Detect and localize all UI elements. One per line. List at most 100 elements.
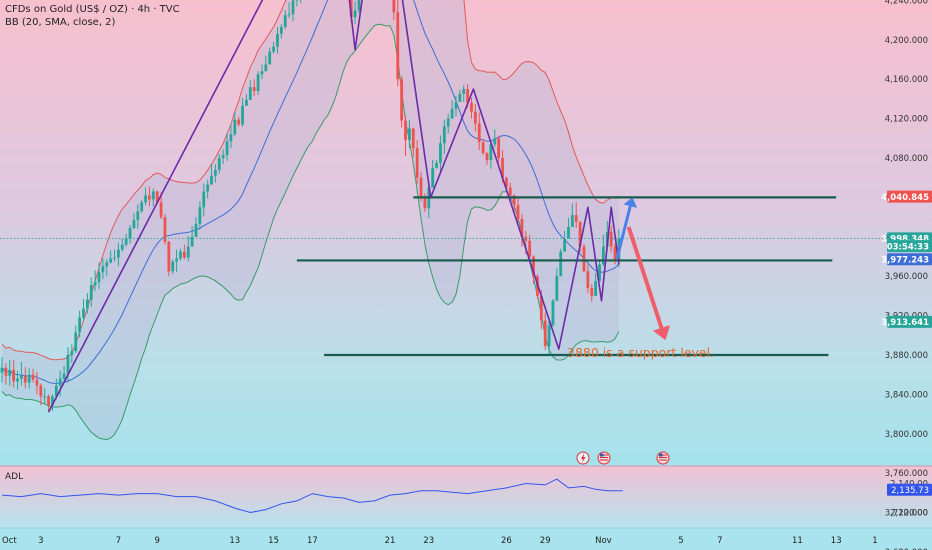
candle-body <box>462 89 466 94</box>
candle-body <box>508 187 512 196</box>
candle <box>89 277 93 307</box>
candle <box>182 244 186 260</box>
y-tick-label: 4,240.000 <box>885 0 928 6</box>
candle <box>140 200 144 214</box>
candle <box>470 97 473 119</box>
candle <box>66 347 70 383</box>
candle-body <box>477 123 481 143</box>
candle <box>411 127 415 158</box>
adl-pane-background <box>0 466 932 528</box>
candle <box>264 55 268 72</box>
y-tick-label: 3,880.000 <box>885 351 928 361</box>
candle <box>198 201 202 230</box>
candle-body <box>175 258 178 262</box>
adl-badge-bg <box>887 483 932 496</box>
candle-body <box>582 246 586 272</box>
candle-body <box>237 119 241 125</box>
candle-body <box>512 195 516 206</box>
candle-body <box>214 169 217 176</box>
candle <box>221 149 225 164</box>
candle-body <box>400 79 404 121</box>
candle-body <box>256 74 260 92</box>
candle <box>105 259 109 277</box>
y-tick-label: 4,080.000 <box>885 154 928 164</box>
candle-body <box>35 379 39 386</box>
candle-body <box>241 105 244 125</box>
candle-body <box>392 0 396 13</box>
candle <box>58 370 62 397</box>
candle-body <box>171 261 175 272</box>
candle <box>194 217 198 237</box>
candle-body <box>408 128 411 141</box>
candle-body <box>78 317 81 333</box>
candle-body <box>182 251 186 258</box>
y-tick-label: 4,160.000 <box>885 75 928 85</box>
candle <box>241 97 244 127</box>
candle <box>4 362 8 385</box>
candle-body <box>411 128 415 149</box>
candle-body <box>415 148 419 178</box>
x-tick-label: 7 <box>717 536 722 546</box>
candle-body <box>586 271 590 289</box>
candle-body <box>442 126 446 144</box>
candle-body <box>505 177 508 188</box>
price-badge-label: 4,040.845 <box>881 193 929 203</box>
candle-body <box>82 308 85 318</box>
candle-body <box>20 375 23 379</box>
candle <box>446 113 450 134</box>
candle-body <box>520 219 524 237</box>
price-badge-label: 3,913.641 <box>881 318 929 328</box>
candle <box>598 260 601 282</box>
candle <box>594 273 598 296</box>
candle-body <box>590 288 594 296</box>
candle-body <box>117 249 120 258</box>
candle-body <box>551 300 555 326</box>
candle <box>489 140 493 169</box>
price-badge: 3,913.641 <box>881 315 932 328</box>
bb-upper-band <box>1 0 620 361</box>
candle <box>39 383 43 406</box>
x-tick-label: Oct <box>2 536 17 546</box>
candle <box>136 204 140 229</box>
candle-body <box>574 215 578 223</box>
candle-body <box>66 355 70 374</box>
candle <box>124 233 128 247</box>
candle-body <box>446 118 450 127</box>
candle-body <box>287 14 291 16</box>
candle-body <box>260 71 264 75</box>
candle <box>16 370 19 390</box>
candle <box>20 361 23 386</box>
candle-body <box>435 162 438 168</box>
candle-body <box>74 332 78 352</box>
candle-body <box>109 258 113 263</box>
candle-body <box>439 143 442 163</box>
candle-body <box>423 197 427 209</box>
candle <box>12 359 16 388</box>
candle <box>179 248 182 261</box>
candle <box>85 292 89 314</box>
candle <box>62 365 66 383</box>
price-badge-bg <box>887 315 932 328</box>
candle-body <box>567 226 570 239</box>
flag-canton <box>659 453 663 457</box>
candle-body <box>563 238 566 252</box>
candle <box>23 366 27 389</box>
x-tick-label: 1 <box>872 536 877 546</box>
candle <box>392 0 396 21</box>
candle-body <box>97 272 101 283</box>
candle-body <box>353 10 357 18</box>
candle <box>109 250 113 264</box>
candle-body <box>485 153 489 160</box>
candle-body <box>497 138 501 158</box>
candle <box>70 344 74 363</box>
candle-body <box>458 93 462 102</box>
candle <box>272 41 275 54</box>
candle-body <box>283 15 287 27</box>
candle-body <box>543 320 547 347</box>
candle <box>214 163 217 183</box>
candle <box>520 214 524 247</box>
candle <box>74 325 78 354</box>
candle <box>404 115 407 157</box>
candle-body <box>163 217 167 242</box>
